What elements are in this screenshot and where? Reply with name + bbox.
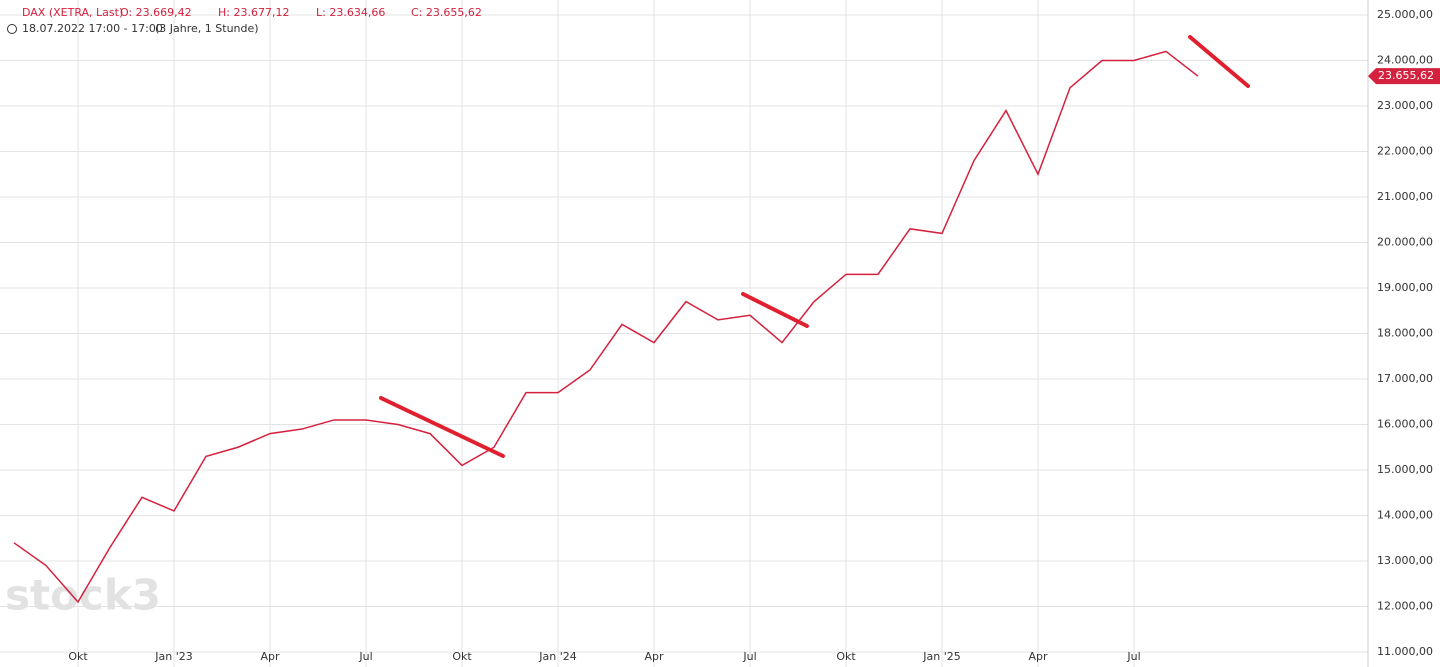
trendline [1188, 35, 1250, 88]
watermark: stock3 [5, 571, 161, 620]
y-tick-label: 17.000,00 [1377, 372, 1433, 385]
ohlc-open: O: 23.669,42 [120, 6, 192, 19]
y-tick-label: 18.000,00 [1377, 327, 1433, 340]
trendline [741, 292, 809, 328]
y-tick-label: 12.000,00 [1377, 600, 1433, 613]
range: 18.07.2022 17:00 - 17:00 [22, 22, 163, 35]
y-tick-label: 13.000,00 [1377, 554, 1433, 567]
x-tick-label: Jul [742, 650, 756, 663]
y-tick-label: 24.000,00 [1377, 54, 1433, 67]
y-tick-label: 21.000,00 [1377, 190, 1433, 203]
x-tick-label: Apr [644, 650, 664, 663]
y-tick-label: 16.000,00 [1377, 418, 1433, 431]
y-tick-label: 19.000,00 [1377, 281, 1433, 294]
x-tick-label: Okt [836, 650, 856, 663]
x-tick-label: Apr [1028, 650, 1048, 663]
y-tick-label: 22.000,00 [1377, 145, 1433, 158]
price-line [13, 50, 1199, 604]
x-tick-label: Jul [1126, 650, 1140, 663]
drawn-trendlines [379, 35, 1250, 458]
period: (3 Jahre, 1 Stunde) [155, 22, 259, 35]
trendline [379, 396, 505, 458]
ohlc-high: H: 23.677,12 [218, 6, 289, 19]
y-tick-label: 20.000,00 [1377, 236, 1433, 249]
clock-icon [7, 24, 17, 34]
y-tick-label: 23.000,00 [1377, 99, 1433, 112]
x-tick-label: Okt [68, 650, 88, 663]
x-tick-label: Jan '25 [922, 650, 960, 663]
x-tick-label: Jan '23 [154, 650, 192, 663]
x-tick-label: Jul [358, 650, 372, 663]
price-tag [1368, 68, 1440, 85]
x-tick-label: Apr [260, 650, 280, 663]
y-tick-label: 11.000,00 [1377, 645, 1433, 658]
x-tick-label: Okt [452, 650, 472, 663]
y-tick-label: 25.000,00 [1377, 8, 1433, 21]
ohlc-low: L: 23.634,66 [316, 6, 385, 19]
ohlc-close: C: 23.655,62 [411, 6, 482, 19]
y-tick-label: 14.000,00 [1377, 509, 1433, 522]
instrument: DAX (XETRA, Last) [22, 6, 123, 19]
price-tag-label: 23.655,62 [1378, 69, 1434, 82]
y-tick-label: 15.000,00 [1377, 463, 1433, 476]
x-tick-label: Jan '24 [538, 650, 576, 663]
